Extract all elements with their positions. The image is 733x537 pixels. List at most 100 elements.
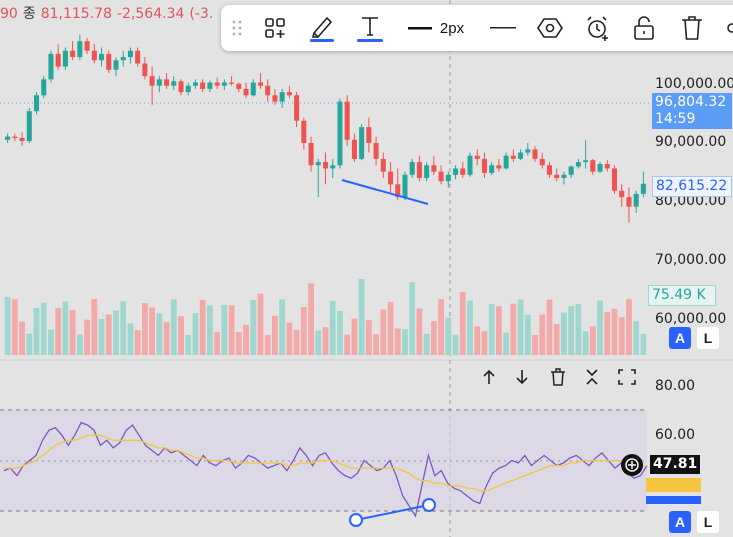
maximize-pane-icon[interactable] [615,366,639,388]
add-layout-icon[interactable] [259,5,291,51]
volume-bar [105,314,112,355]
price-axis-label: 80,000.00 [655,193,727,209]
candle-body [337,101,343,166]
drag-handle-icon[interactable] [227,5,247,51]
volume-bar [445,317,452,355]
volume-bar [98,318,105,355]
add-indicator-icon[interactable] [621,454,643,476]
candle-body [351,139,357,159]
volume-bar [589,326,596,355]
collapse-pane-icon[interactable] [580,366,604,388]
candle-body [99,53,105,61]
delete-pane-icon[interactable] [546,366,570,388]
link-icon[interactable] [721,5,733,51]
candle-body [503,155,509,169]
current-price-tag: 96,804.32 14:59 [652,93,732,129]
candle-body [106,53,112,70]
candle-body [279,92,285,102]
line-icon[interactable] [485,5,521,51]
candle-body [387,171,394,185]
unlock-icon[interactable] [627,5,661,51]
candle-body [525,149,531,153]
change-pct: (-3. [189,6,214,22]
candle-body [539,158,545,166]
volume-bar [402,329,408,355]
volume-bar [300,307,307,355]
candle-body [626,197,632,207]
candle-body [431,165,437,172]
rsi-log-scale-button[interactable]: L [697,511,719,533]
volume-bar [76,334,83,355]
volume-bar [423,333,430,355]
close-value: 81,115.78 [40,6,112,22]
volume-bar [235,332,242,355]
volume-bar [185,334,192,355]
candle-body [214,82,220,86]
price-axis-label: 100,000.00 [655,76,733,92]
volume-bar [467,300,473,355]
candle-body [633,193,639,207]
trash-icon[interactable] [673,5,711,51]
volume-bar [192,313,199,355]
candle-body [62,50,68,67]
current-price: 96,804.32 [655,94,727,110]
brush-icon[interactable] [305,5,339,51]
candle-body [518,152,524,159]
volume-tag: 75.49 K [648,285,716,306]
candle-body [91,50,97,61]
auto-scale-button[interactable]: A [669,327,691,349]
volume-bar [4,297,11,355]
volume-bar [62,301,69,355]
rsi-line [3,421,648,518]
volume-bar [11,299,18,355]
candle-body [416,162,422,178]
candle-body [19,137,25,142]
volume-bar [69,309,76,355]
volume-bar [373,334,379,355]
volume-bar [459,291,466,355]
move-up-icon[interactable] [477,366,501,388]
hover-price-tag: 82,615.22 [652,176,732,197]
volume-bar [322,327,329,355]
volume-bar [286,322,293,355]
alarm-add-icon[interactable] [581,5,615,51]
volume-bar [582,331,589,355]
candle-body [359,127,365,159]
rsi-trend-line [355,504,430,521]
rsi-current-tag: 47.81 [650,455,700,474]
move-down-icon[interactable] [510,366,534,388]
volume-bar [214,331,221,355]
close-label: 종 [22,6,36,22]
hexagon-icon[interactable] [533,5,567,51]
volume-bar [134,330,141,355]
rsi-auto-scale-button[interactable]: A [669,511,691,533]
log-scale-button[interactable]: L [697,327,719,349]
volume-bar [416,308,423,355]
candle-body [33,95,40,112]
volume-bar [488,304,495,355]
candle-body [640,183,646,194]
countdown: 14:59 [655,111,696,127]
candle-body [84,41,90,51]
volume-bar [568,306,575,355]
volume-bar [517,299,524,355]
volume-bar [430,321,437,355]
line-width-select[interactable]: 2px [401,5,471,51]
price-trend-line [341,179,429,205]
volume-bar [387,301,394,355]
price-axis-label: 70,000.00 [655,252,727,268]
volume-bar [207,305,213,355]
volume-bar [474,326,481,355]
candle-body [164,79,170,86]
text-tool-icon[interactable] [353,5,387,51]
candle-body [185,85,191,93]
candle-body [467,155,473,175]
candle-body [322,162,329,169]
candle-body [77,41,83,58]
candle-body [113,60,119,70]
candle-body [575,162,581,167]
volume-bar [199,300,206,355]
volume-bar [329,300,336,355]
candle-body [561,174,567,178]
